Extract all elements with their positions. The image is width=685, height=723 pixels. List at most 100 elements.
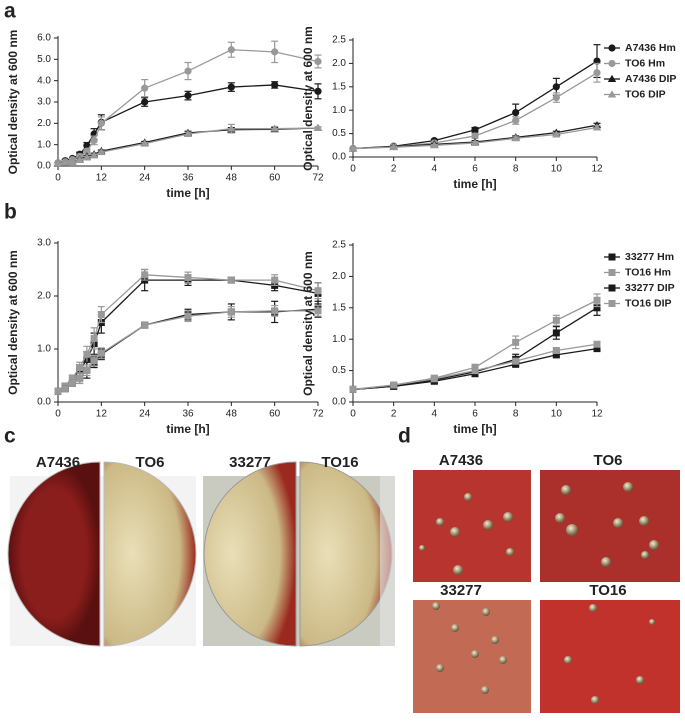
legend-label: 33277 Hm xyxy=(625,251,674,263)
marker xyxy=(470,138,480,146)
marker xyxy=(61,385,69,393)
marker xyxy=(512,116,520,125)
marker xyxy=(141,98,149,106)
colony-label: A7436 xyxy=(439,452,483,469)
panel-label: d xyxy=(398,425,411,448)
legend-label: A7436 Hm xyxy=(625,42,676,54)
legend-marker xyxy=(607,90,617,98)
marker xyxy=(141,271,149,279)
legend-label: 33277 DIP xyxy=(625,282,675,294)
x-tick-label: 36 xyxy=(182,173,194,184)
y-tick-label: 2.0 xyxy=(37,118,51,129)
marker xyxy=(511,134,520,142)
legend-label: TO6 DIP xyxy=(625,88,666,100)
y-axis-label: Optical density at 600 nm xyxy=(6,30,20,175)
marker xyxy=(183,129,193,137)
marker xyxy=(89,151,99,159)
x-tick-label: 72 xyxy=(312,173,324,184)
marker xyxy=(552,93,560,102)
colony-label: 33277 xyxy=(440,582,482,599)
y-tick-label: 2.0 xyxy=(332,58,346,69)
x-tick-label: 2 xyxy=(391,409,397,420)
y-tick-label: 5.0 xyxy=(37,54,51,65)
x-tick-label: 2 xyxy=(391,164,397,175)
marker xyxy=(430,375,438,383)
x-tick-label: 24 xyxy=(139,409,151,420)
y-tick-label: 3.0 xyxy=(37,238,51,249)
marker xyxy=(552,329,560,337)
legend-marker xyxy=(607,74,617,82)
marker xyxy=(271,276,279,284)
y-tick-label: 4.0 xyxy=(37,75,51,86)
plate-label: A7436 xyxy=(36,454,80,471)
marker xyxy=(68,374,76,382)
y-tick-label: 0.5 xyxy=(332,365,346,376)
marker xyxy=(90,136,98,144)
y-tick-label: 1.5 xyxy=(332,81,346,92)
marker xyxy=(271,307,279,315)
marker xyxy=(512,108,520,117)
plates-photo xyxy=(7,461,395,647)
x-tick-label: 10 xyxy=(551,409,563,420)
y-tick-label: 2.0 xyxy=(37,291,51,302)
x-tick-label: 0 xyxy=(55,409,61,420)
marker xyxy=(184,67,192,75)
marker xyxy=(83,350,91,358)
y-tick-label: 0.5 xyxy=(332,128,346,139)
marker xyxy=(90,334,98,342)
marker xyxy=(471,132,479,140)
marker xyxy=(593,296,601,304)
x-tick-label: 60 xyxy=(269,409,281,420)
marker xyxy=(314,57,322,66)
marker xyxy=(271,81,279,89)
plate-label: TO6 xyxy=(136,454,165,471)
legend-marker xyxy=(608,269,616,276)
x-axis-label: time [h] xyxy=(166,186,209,200)
series-line xyxy=(57,310,318,393)
x-tick-label: 10 xyxy=(551,164,563,175)
x-tick-label: 0 xyxy=(350,164,356,175)
x-tick-label: 12 xyxy=(591,409,603,420)
marker xyxy=(61,158,70,166)
plate-label: TO16 xyxy=(321,454,358,471)
marker xyxy=(54,387,62,395)
legend-label: TO6 Hm xyxy=(625,57,665,69)
y-axis-label: Optical density at 600 nm xyxy=(301,26,315,171)
y-tick-label: 1.0 xyxy=(37,139,51,150)
marker xyxy=(348,144,358,152)
legend-marker xyxy=(608,300,616,307)
marker xyxy=(349,385,357,393)
marker xyxy=(390,381,398,389)
x-tick-label: 8 xyxy=(513,164,519,175)
marker xyxy=(184,312,192,320)
y-tick-label: 2.0 xyxy=(332,271,346,282)
x-tick-label: 6 xyxy=(472,164,478,175)
colony-label: TO6 xyxy=(594,452,623,469)
x-tick-label: 48 xyxy=(226,409,238,420)
marker xyxy=(76,374,84,382)
x-tick-label: 36 xyxy=(182,409,194,420)
marker xyxy=(184,273,192,281)
y-tick-label: 1.0 xyxy=(332,334,346,345)
x-axis-label: time [h] xyxy=(453,422,496,436)
x-tick-label: 60 xyxy=(269,173,281,184)
x-tick-label: 4 xyxy=(432,409,438,420)
marker xyxy=(593,304,601,312)
marker xyxy=(227,124,236,132)
y-tick-label: 2.5 xyxy=(332,240,346,251)
x-tick-label: 12 xyxy=(591,164,603,175)
marker xyxy=(83,147,91,155)
marker xyxy=(592,123,602,131)
y-axis-label: Optical density at 600 nm xyxy=(6,250,20,395)
marker xyxy=(512,338,520,346)
y-tick-label: 0.0 xyxy=(332,152,346,163)
x-tick-label: 12 xyxy=(96,409,108,420)
marker xyxy=(82,153,92,161)
marker xyxy=(552,351,560,359)
marker xyxy=(271,48,279,56)
marker xyxy=(512,357,520,365)
marker xyxy=(76,364,84,372)
y-tick-label: 1.0 xyxy=(37,344,51,355)
panel-label: a xyxy=(4,0,16,23)
x-axis-label: time [h] xyxy=(453,177,496,191)
